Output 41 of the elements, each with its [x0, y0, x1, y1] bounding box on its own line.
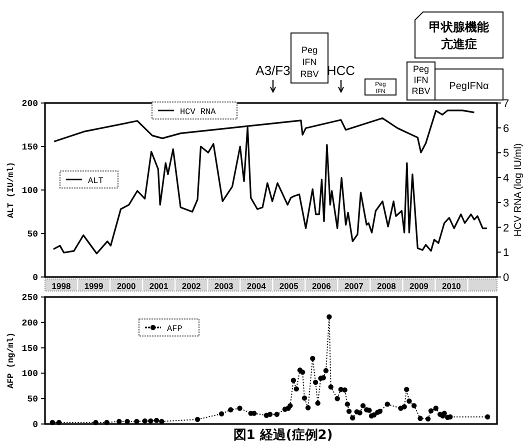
y-tick-label: 50 — [27, 394, 38, 405]
y2-tick-label: 0 — [503, 272, 510, 284]
y-tick-label: 0 — [32, 420, 38, 430]
x-tick-label: 2001 — [149, 281, 169, 291]
x-tick-label: 2007 — [344, 281, 364, 291]
x-tick-label: 2003 — [214, 281, 234, 291]
y-axis-title: ALT (IU/ml) — [6, 162, 16, 218]
x-tick-label: 2004 — [246, 281, 266, 291]
y2-tick-label: 1 — [503, 247, 510, 260]
legend: AFP — [138, 318, 200, 336]
x-tick-label: 2009 — [409, 281, 429, 291]
y-tick-label: 150 — [22, 344, 38, 354]
y-tick-label: 50 — [27, 230, 38, 240]
y2-axis-title: HCV RNA (log IU/ml) — [513, 143, 524, 237]
legend-label: HCV RNA — [180, 107, 217, 117]
y2-tick-label: 2 — [503, 222, 510, 234]
x-tick-label: 2006 — [312, 281, 332, 291]
y-tick-label: 0 — [32, 273, 38, 283]
y2-tick-label: 4 — [503, 172, 510, 185]
y2-tick-label: 3 — [503, 197, 510, 210]
y-tick-label: 100 — [22, 186, 38, 196]
y-tick-label: 250 — [22, 293, 38, 303]
y-tick-label: 100 — [22, 369, 38, 380]
y-tick-label: 150 — [22, 142, 38, 152]
x-tick-label: 1998 — [52, 281, 71, 291]
legend-label: ALT — [88, 176, 104, 186]
x-tick-label: 2000 — [116, 281, 136, 291]
x-tick-label: 2010 — [442, 281, 462, 291]
y2-tick-label: 5 — [503, 148, 510, 160]
y-tick-label: 200 — [22, 318, 38, 328]
y-axis-title: AFP (ng/ml) — [6, 332, 16, 389]
x-tick-label: 2008 — [376, 281, 396, 291]
y2-tick-label: 6 — [503, 122, 510, 135]
x-tick-label: 2002 — [182, 281, 202, 291]
legend-label: AFP — [167, 324, 182, 334]
x-tick-label: 1999 — [84, 281, 104, 291]
x-tick-label: 2005 — [279, 281, 299, 291]
y2-tick-label: 7 — [503, 98, 510, 110]
y-tick-label: 200 — [22, 99, 38, 109]
legend: HCV RNA — [152, 102, 238, 120]
legend: ALT — [60, 170, 118, 188]
